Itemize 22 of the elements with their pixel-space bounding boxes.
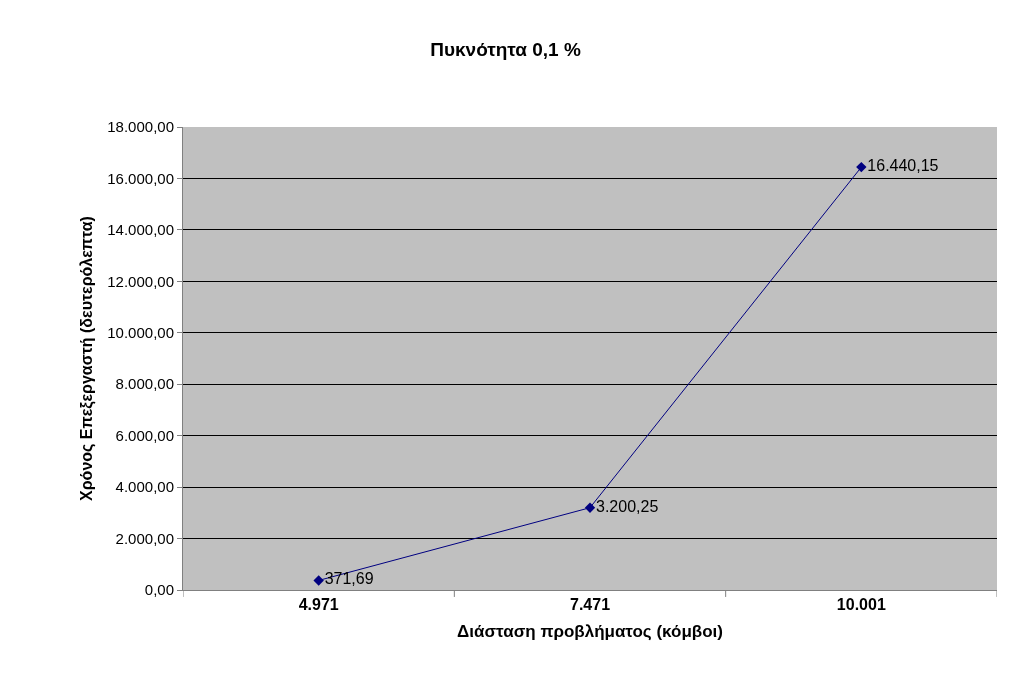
- y-tick-label: 8.000,00: [115, 375, 174, 393]
- point: [313, 575, 324, 586]
- y-axis-title: Χρόνος Επεξεργαστή (δευτερόλεπτα): [78, 216, 97, 501]
- y-tick-label: 12.000,00: [107, 272, 174, 290]
- y-tick-label: 16.000,00: [107, 169, 174, 187]
- y-tick-label: 18.000,00: [107, 118, 174, 136]
- point: [584, 502, 596, 513]
- x-tick-label: 10.001: [836, 596, 886, 614]
- y-tick-label: 14.000,00: [107, 221, 174, 239]
- y-tick-label: 4.000,00: [115, 478, 174, 496]
- y-tick-label: 6.000,00: [115, 426, 174, 444]
- y-tick-label: 2.000,00: [115, 529, 174, 547]
- data-label: 371,69: [324, 570, 374, 588]
- x-tick-label: 4.971: [298, 596, 339, 614]
- data-label: 3.200,25: [596, 497, 659, 515]
- y-tick-label: 10.000,00: [107, 324, 174, 342]
- x-tick-label: 7.471: [569, 596, 611, 614]
- y-tick-label: 0,00: [144, 581, 174, 599]
- point: [856, 161, 867, 173]
- data-label: 16.440,15: [867, 157, 939, 175]
- x-axis-title: Διάσταση προβλήματος (κόμβοι): [457, 621, 723, 641]
- chart-title: Πυκνότητα 0,1 %: [430, 38, 581, 60]
